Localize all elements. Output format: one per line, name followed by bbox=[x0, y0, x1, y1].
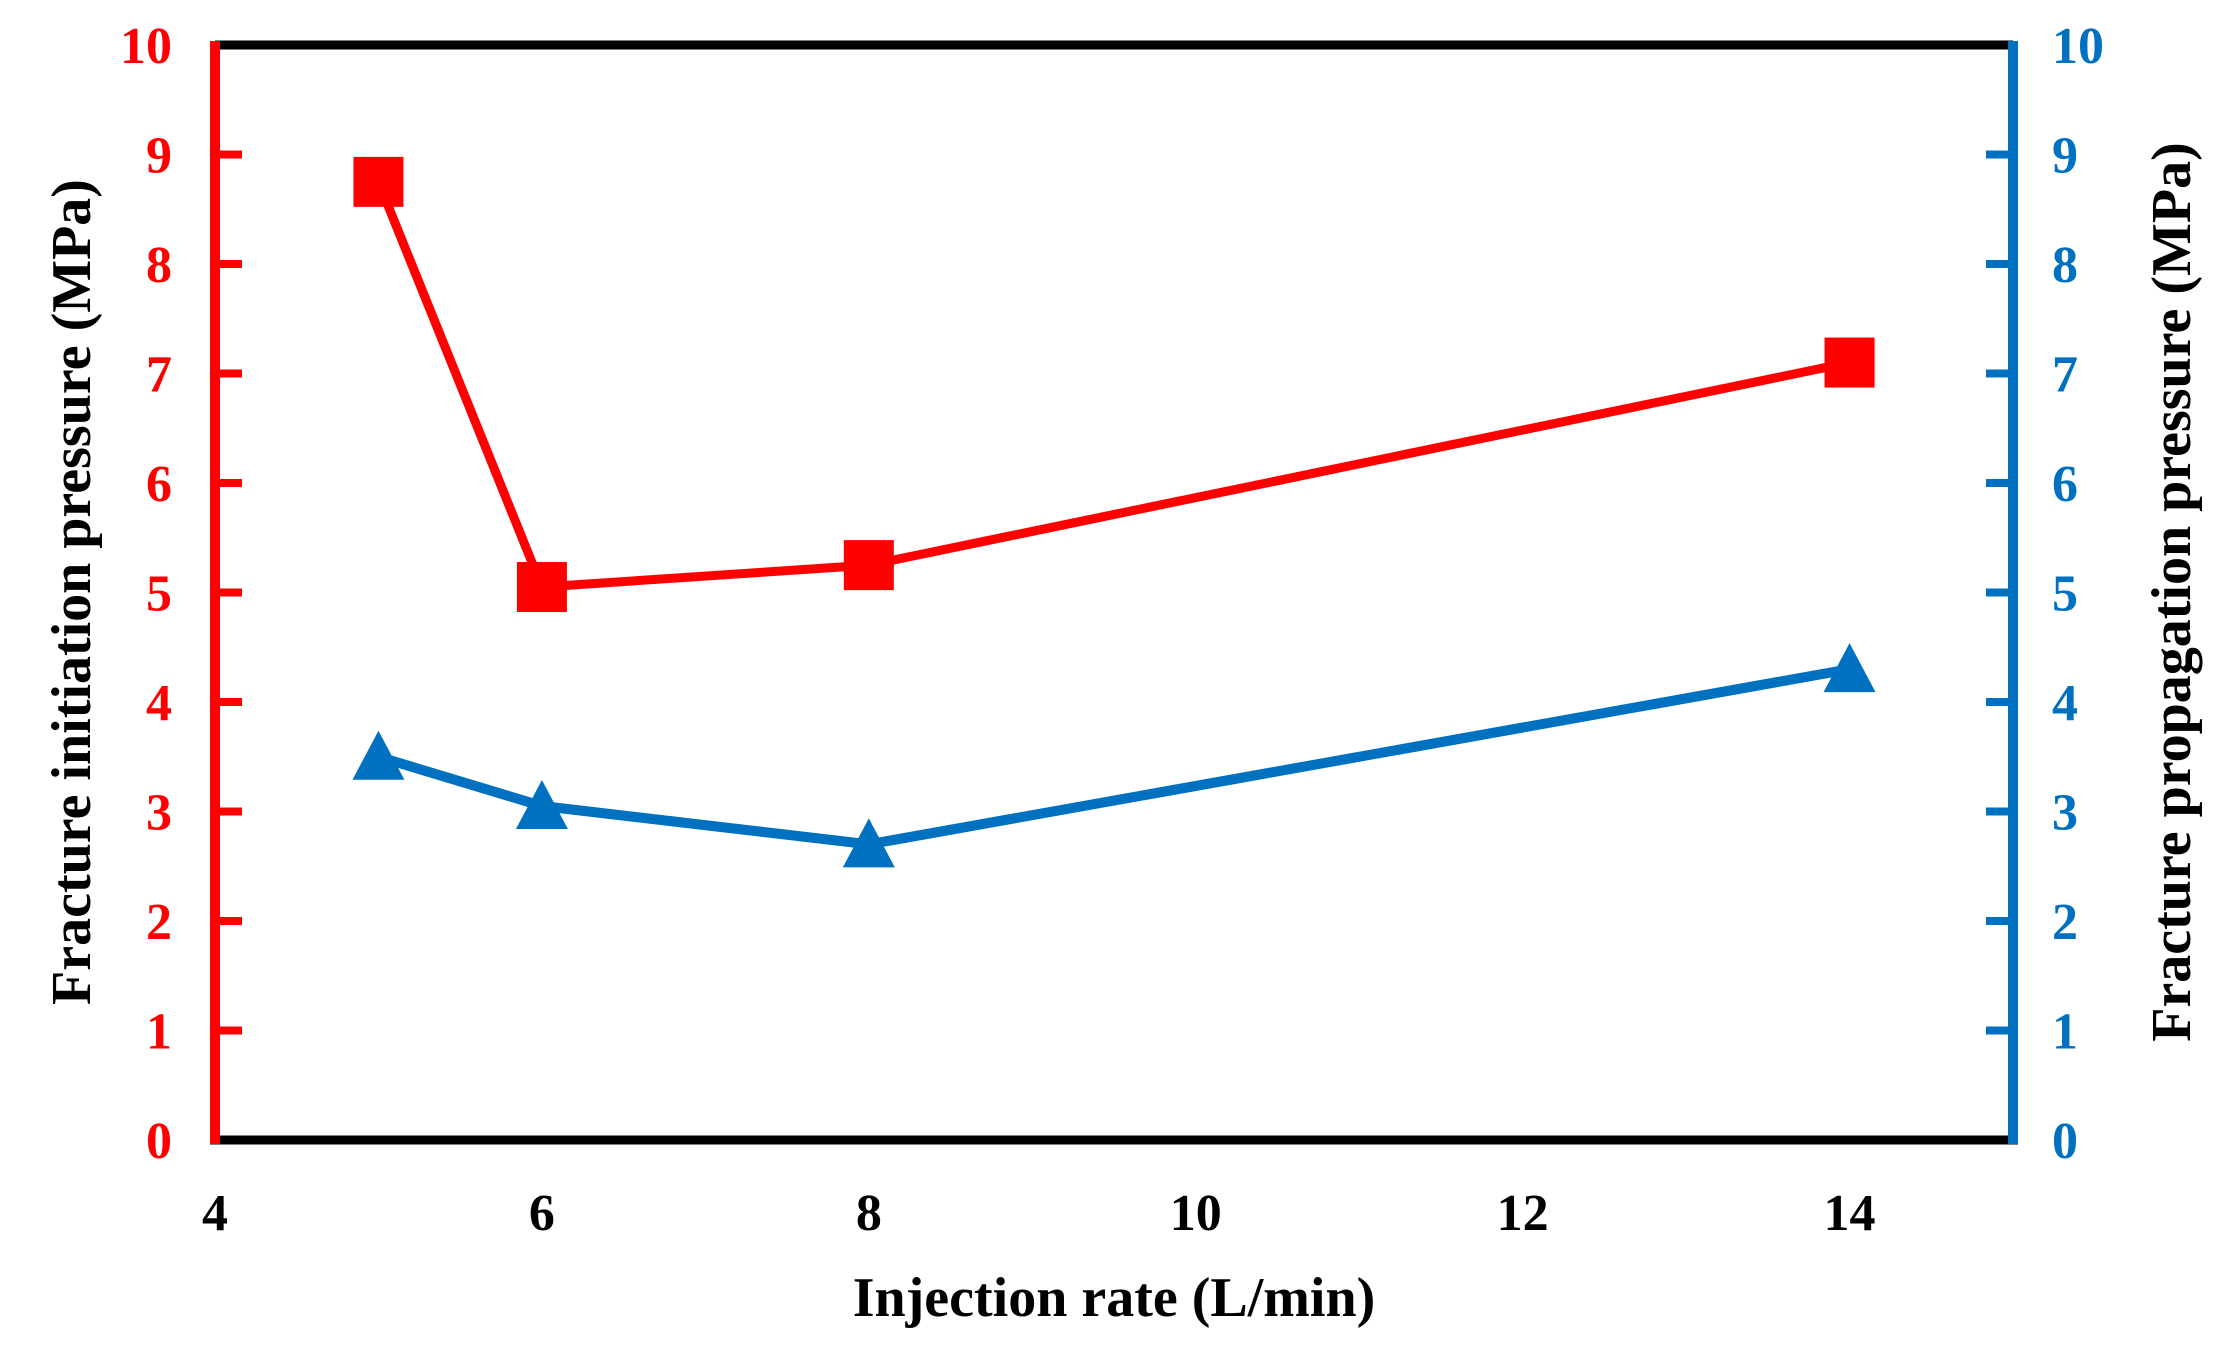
left-y-tick-label: 2 bbox=[146, 894, 172, 951]
data-point-triangle bbox=[842, 818, 895, 868]
data-point-square bbox=[353, 156, 404, 207]
right-y-tick-label: 5 bbox=[2052, 566, 2078, 623]
right-y-tick-label: 10 bbox=[2052, 18, 2104, 75]
left-y-tick-label: 9 bbox=[146, 128, 172, 185]
x-tick-label: 14 bbox=[1824, 1185, 1876, 1242]
left-y-tick-label: 5 bbox=[146, 566, 172, 623]
x-tick-label: 12 bbox=[1497, 1185, 1549, 1242]
right-y-tick-label: 3 bbox=[2052, 785, 2078, 842]
x-axis-title: Injection rate (L/min) bbox=[852, 1267, 1376, 1329]
right-y-tick-label: 9 bbox=[2052, 128, 2078, 185]
data-point-square bbox=[1824, 337, 1875, 388]
data-point-square bbox=[516, 562, 567, 613]
right-y-tick-label: 6 bbox=[2052, 456, 2078, 513]
left-y-tick-label: 3 bbox=[146, 785, 172, 842]
left-y-tick-label: 7 bbox=[146, 347, 172, 404]
x-tick-label: 10 bbox=[1170, 1185, 1222, 1242]
right-y-tick-label: 0 bbox=[2052, 1113, 2078, 1170]
right-y-tick-label: 1 bbox=[2052, 1004, 2078, 1061]
data-point-triangle bbox=[515, 780, 568, 830]
left-y-tick-label: 8 bbox=[146, 237, 172, 294]
right-y-tick-label: 2 bbox=[2052, 894, 2078, 951]
left-y-axis-title: Fracture initiation pressure (MPa) bbox=[41, 179, 103, 1005]
right-y-tick-label: 7 bbox=[2052, 347, 2078, 404]
x-tick-label: 6 bbox=[529, 1185, 555, 1242]
left-y-tick-label: 0 bbox=[146, 1113, 172, 1170]
data-point-triangle bbox=[352, 730, 405, 780]
left-y-tick-label: 4 bbox=[146, 675, 172, 732]
x-tick-label: 8 bbox=[856, 1185, 882, 1242]
x-tick-label: 4 bbox=[202, 1185, 228, 1242]
right-y-tick-label: 8 bbox=[2052, 237, 2078, 294]
left-y-tick-label: 6 bbox=[146, 456, 172, 513]
series-line-triangle bbox=[377, 664, 1851, 850]
right-y-axis-title: Fracture propagation pressure (MPa) bbox=[2141, 142, 2203, 1042]
left-y-tick-label: 10 bbox=[120, 18, 172, 75]
right-y-tick-label: 4 bbox=[2052, 675, 2078, 732]
data-point-triangle bbox=[1823, 643, 1876, 693]
left-y-tick-label: 1 bbox=[146, 1004, 172, 1061]
data-point-square bbox=[843, 540, 894, 591]
series-line-square bbox=[374, 180, 1851, 592]
